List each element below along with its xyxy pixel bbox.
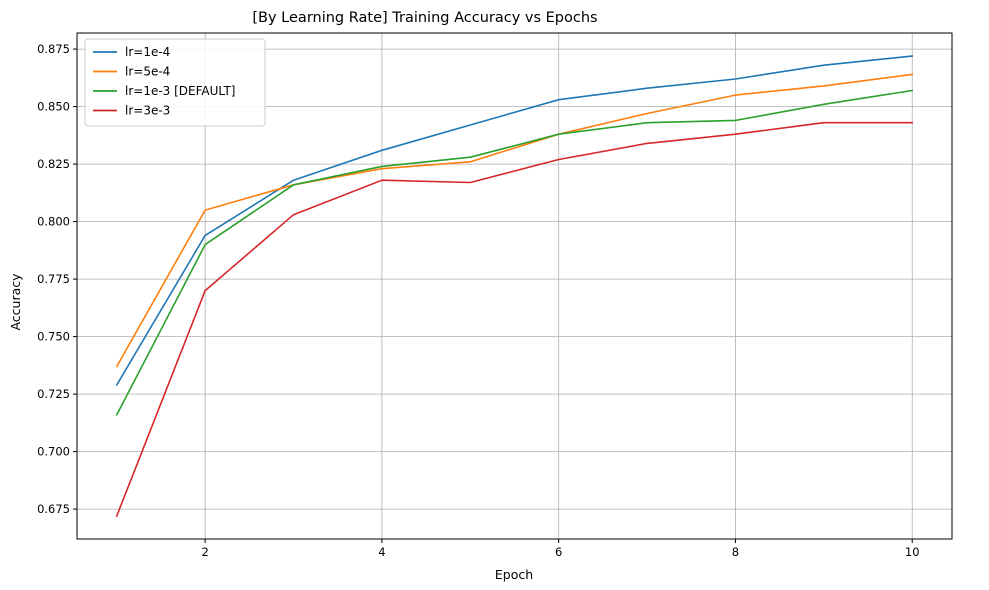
- axes-layer: 2 4 6 8 10 0.675 0.700 0.725 0.750 0.775 0.800 0.82…: [37, 32, 953, 559]
- x-tick-label: 10: [905, 545, 920, 559]
- legend-label: lr=3e-3: [125, 104, 170, 118]
- y-axis-label: Accuracy: [8, 273, 23, 331]
- series-line-1: [115, 73, 914, 368]
- y-tick-label: 0.725: [37, 387, 70, 401]
- grid-layer: [77, 33, 952, 539]
- series-line-2: [115, 89, 914, 416]
- legend: lr=1e-4 lr=5e-4 lr=1e-3 [DEFAULT] lr=3e-3: [84, 38, 266, 127]
- y-tick-label: 0.700: [37, 445, 70, 459]
- y-tick-label: 0.875: [37, 42, 70, 56]
- series-layer: [115, 55, 914, 518]
- y-tick-label: 0.750: [37, 330, 70, 344]
- legend-label: lr=1e-3 [DEFAULT]: [125, 84, 235, 98]
- legend-box: [84, 38, 266, 127]
- x-tick-label: 2: [201, 545, 208, 559]
- legend-label: lr=1e-4: [125, 45, 170, 59]
- y-tick-label: 0.675: [37, 502, 70, 516]
- x-tick-label: 4: [378, 545, 385, 559]
- chart-title: [By Learning Rate] Training Accuracy vs …: [252, 10, 597, 26]
- x-tick-label: 6: [555, 545, 562, 559]
- y-tick-label: 0.775: [37, 272, 70, 286]
- x-axis-label: Epoch: [495, 567, 533, 582]
- y-tick-label: 0.850: [37, 100, 70, 114]
- x-tick-label: 8: [732, 545, 739, 559]
- plot-frame: [76, 32, 953, 540]
- y-tick-label: 0.825: [37, 157, 70, 171]
- legend-label: lr=5e-4: [125, 65, 170, 79]
- series-line-0: [115, 55, 914, 386]
- series-line-3: [115, 121, 914, 518]
- y-tick-label: 0.800: [37, 215, 70, 229]
